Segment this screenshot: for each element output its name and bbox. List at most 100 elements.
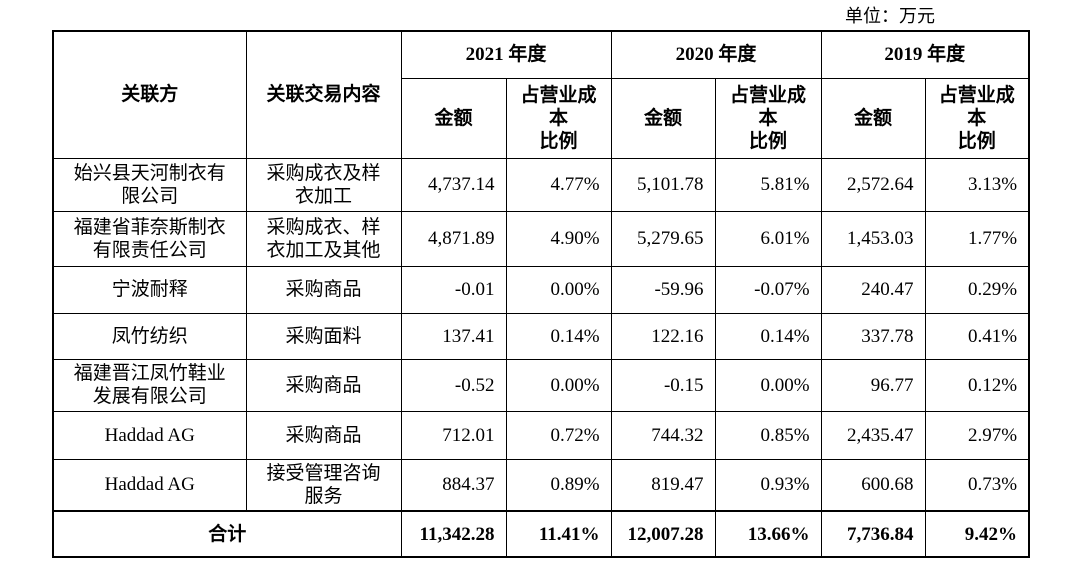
data-row: 宁波耐释 采购商品 -0.01 0.00% -59.96 -0.07% 240.47 0.29… — [52, 265, 1030, 314]
cell-text: Haddad AG — [104, 424, 195, 446]
header-cell: 关联交易内容 — [245, 30, 402, 159]
text-cell: Haddad AG — [52, 410, 247, 460]
number-cell: -0.15 — [610, 358, 716, 412]
number-cell: -0.01 — [400, 265, 507, 314]
ratio-header: 占营业成本比例 — [714, 77, 822, 159]
ratio-header-line: 占营业成 — [730, 84, 807, 106]
total-value: 13.66% — [714, 510, 822, 558]
number-cell: 3.13% — [924, 157, 1030, 212]
unit-note: 单位：万元 — [845, 6, 935, 26]
number-cell: 0.72% — [505, 410, 612, 460]
ratio-header: 占营业成本比例 — [924, 77, 1030, 159]
number-cell: 337.78 — [820, 312, 926, 360]
data-row: 福建省菲奈斯制衣有限责任公司 采购成衣、样衣加工及其他 4,871.89 4.90% 5… — [52, 210, 1030, 267]
number-cell: 4,737.14 — [400, 157, 507, 212]
total-label: 合计 — [52, 510, 402, 558]
number-cell: 0.41% — [924, 312, 1030, 360]
ratio-header: 占营业成本比例 — [505, 77, 612, 159]
header-cell: 关联方 — [52, 30, 247, 159]
related-party-table: 关联方 关联交易内容 2021 年度 2020 年度 2019 年度 金额 占营业成本比例金… — [52, 30, 1031, 558]
year-header: 2021 年度 — [400, 30, 612, 79]
number-cell: 0.00% — [714, 358, 822, 412]
cell-text: 福建晋江凤竹鞋业发展有限公司 — [73, 363, 226, 407]
cell-text: Haddad AG — [104, 474, 195, 496]
cell-text: 宁波耐释 — [111, 279, 188, 300]
text-cell: Haddad AG — [52, 458, 247, 512]
number-cell: 0.14% — [505, 312, 612, 360]
text-cell: 采购商品 — [245, 265, 402, 314]
text-cell: 接受管理咨询服务 — [245, 458, 402, 512]
cell-text: 采购成衣、样衣加工及其他 — [266, 216, 381, 261]
number-cell: 0.00% — [505, 265, 612, 314]
data-row: Haddad AG 接受管理咨询服务 884.37 0.89% 819.47 0.93% 6… — [52, 458, 1030, 512]
number-cell: 2,572.64 — [820, 157, 926, 212]
text-cell: 凤竹纺织 — [52, 312, 247, 360]
cell-text: 凤竹纺织 — [111, 325, 188, 347]
ratio-header-line: 本 — [549, 107, 569, 129]
table-body: 关联方 关联交易内容 2021 年度 2020 年度 2019 年度 金额 占营业成本比例金… — [52, 30, 1030, 558]
number-cell: 0.89% — [505, 458, 612, 512]
text-cell: 宁波耐释 — [52, 265, 247, 314]
header-row: 关联方 关联交易内容 2021 年度 2020 年度 2019 年度 — [52, 30, 1030, 159]
number-cell: -0.07% — [714, 265, 822, 314]
year-header: 2019 年度 — [820, 30, 1030, 79]
number-cell: 240.47 — [820, 265, 926, 314]
data-row: 凤竹纺织 采购面料 137.41 0.14% 122.16 0.14% 337.78 0.41… — [52, 312, 1030, 360]
number-cell: 2,435.47 — [820, 410, 926, 460]
number-cell: 5,279.65 — [610, 210, 716, 267]
number-cell: 6.01% — [714, 210, 822, 267]
number-cell: 4,871.89 — [400, 210, 507, 267]
number-cell: 137.41 — [400, 312, 507, 360]
amount-header: 金额 — [820, 77, 926, 159]
cell-text: 福建省菲奈斯制衣有限责任公司 — [73, 216, 226, 261]
ratio-header-line: 比例 — [539, 130, 578, 152]
number-cell: -0.52 — [400, 358, 507, 412]
total-value: 7,736.84 — [820, 510, 926, 558]
amount-header: 金额 — [610, 77, 716, 159]
cell-text: 采购商品 — [285, 279, 362, 300]
number-cell: 819.47 — [610, 458, 716, 512]
text-cell: 福建省菲奈斯制衣有限责任公司 — [52, 210, 247, 267]
number-cell: -59.96 — [610, 265, 716, 314]
header-row: 金额 占营业成本比例 金额 占营业成本比例 金额 占营业成本比例 — [53, 77, 1030, 159]
number-cell: 0.12% — [924, 358, 1030, 412]
number-cell: 0.85% — [714, 410, 822, 460]
cell-text: 采购商品 — [285, 374, 362, 396]
text-cell: 采购商品 — [245, 358, 402, 412]
amount-header: 金额 — [400, 77, 507, 159]
cell-text: 采购面料 — [285, 325, 362, 347]
number-cell: 0.93% — [714, 458, 822, 512]
number-cell: 712.01 — [400, 410, 507, 460]
number-cell: 0.00% — [505, 358, 612, 412]
total-value: 11,342.28 — [400, 510, 507, 558]
ratio-header-line: 占营业成 — [520, 84, 597, 106]
number-cell: 0.29% — [924, 265, 1030, 314]
cell-text: 接受管理咨询服务 — [266, 462, 381, 507]
data-row: 福建晋江凤竹鞋业发展有限公司 采购商品 -0.52 0.00% -0.15 0.00% 96… — [52, 358, 1030, 412]
number-cell: 1,453.03 — [820, 210, 926, 267]
number-cell: 600.68 — [820, 458, 926, 512]
total-value: 12,007.28 — [610, 510, 716, 558]
cell-text: 始兴县天河制衣有限公司 — [73, 162, 226, 207]
ratio-header-line: 本 — [967, 107, 987, 129]
total-value: 11.41% — [505, 510, 612, 558]
number-cell: 884.37 — [400, 458, 507, 512]
text-cell: 采购成衣及样衣加工 — [245, 157, 402, 212]
text-cell: 采购成衣、样衣加工及其他 — [245, 210, 402, 267]
ratio-header-line: 比例 — [749, 130, 788, 152]
ratio-header-line: 占营业成 — [938, 84, 1015, 106]
text-cell: 采购商品 — [245, 410, 402, 460]
number-cell: 5.81% — [714, 157, 822, 212]
number-cell: 2.97% — [924, 410, 1030, 460]
text-cell: 福建晋江凤竹鞋业发展有限公司 — [52, 358, 247, 412]
cell-text: 采购成衣及样衣加工 — [266, 162, 381, 207]
total-row: 合计 11,342.28 11.41% 12,007.28 13.66% 7,736.84… — [52, 510, 1030, 558]
ratio-header-line: 本 — [758, 107, 778, 129]
text-cell: 采购面料 — [245, 312, 402, 360]
data-row: Haddad AG 采购商品 712.01 0.72% 744.32 0.85% 2,435… — [52, 410, 1030, 460]
number-cell: 744.32 — [610, 410, 716, 460]
number-cell: 0.73% — [924, 458, 1030, 512]
ratio-header-line: 比例 — [957, 130, 996, 152]
number-cell: 4.90% — [505, 210, 612, 267]
